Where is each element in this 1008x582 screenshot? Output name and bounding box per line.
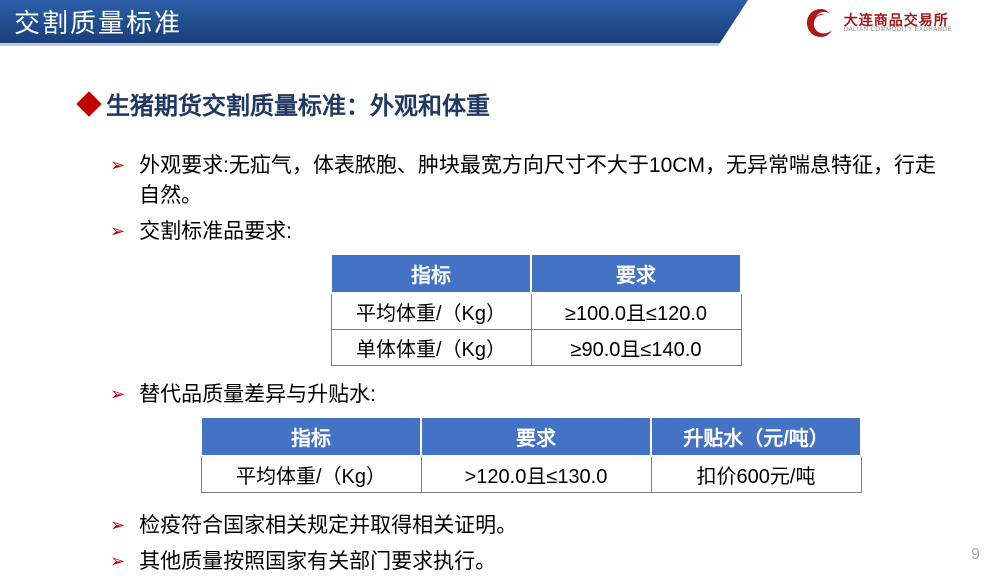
bullet-text: 检疫符合国家相关规定并取得相关证明。 xyxy=(139,511,517,541)
header-arc-decoration xyxy=(718,0,748,46)
table-row: 平均体重/（Kg） ≥100.0且≤120.0 xyxy=(331,293,741,330)
slide-header-title: 交割质量标准 xyxy=(14,3,182,40)
td-requirement: ≥90.0且≤140.0 xyxy=(531,330,741,366)
table-row: 单体体重/（Kg） ≥90.0且≤140.0 xyxy=(331,330,741,366)
td-indicator: 单体体重/（Kg） xyxy=(331,330,531,366)
arrow-icon: ➢ xyxy=(110,151,125,179)
bullet-text: 外观要求:无疝气，体表脓胞、肿块最宽方向尺寸不大于10CM，无异常喘息特征，行走… xyxy=(139,151,948,211)
bullet-standard: ➢ 交割标准品要求: xyxy=(80,217,948,247)
standard-table: 指标 要求 平均体重/（Kg） ≥100.0且≤120.0 单体体重/（Kg） … xyxy=(330,253,742,366)
logo-text-cn: 大连商品交易所 xyxy=(844,13,952,27)
th-indicator: 指标 xyxy=(331,254,531,293)
table-header-row: 指标 要求 升贴水（元/吨） xyxy=(201,417,861,456)
arrow-icon: ➢ xyxy=(110,217,125,245)
bullet-other: ➢ 其他质量按照国家有关部门要求执行。 xyxy=(80,547,948,577)
th-requirement: 要求 xyxy=(531,254,741,293)
bullet-text: 其他质量按照国家有关部门要求执行。 xyxy=(139,547,496,577)
substitute-table: 指标 要求 升贴水（元/吨） 平均体重/（Kg） >120.0且≤130.0 扣… xyxy=(200,416,862,493)
arrow-icon: ➢ xyxy=(110,547,125,575)
bullet-quarantine: ➢ 检疫符合国家相关规定并取得相关证明。 xyxy=(80,511,948,541)
page-number: 9 xyxy=(971,546,980,564)
arrow-icon: ➢ xyxy=(110,380,125,408)
td-requirement: >120.0且≤130.0 xyxy=(421,456,651,493)
arrow-icon: ➢ xyxy=(110,511,125,539)
bullet-text: 交割标准品要求: xyxy=(139,217,292,247)
td-premium: 扣价600元/吨 xyxy=(651,456,861,493)
section-title-row: 生猪期货交割质量标准：外观和体重 xyxy=(80,86,948,121)
bullet-text: 替代品质量差异与升贴水: xyxy=(139,380,376,410)
td-requirement: ≥100.0且≤120.0 xyxy=(531,293,741,330)
th-requirement: 要求 xyxy=(421,417,651,456)
logo-swirl-icon xyxy=(804,6,838,40)
exchange-logo: 大连商品交易所 DALIAN COMMODITY EXCHANGE xyxy=(804,6,952,40)
th-indicator: 指标 xyxy=(201,417,421,456)
table-header-row: 指标 要求 xyxy=(331,254,741,293)
diamond-bullet-icon xyxy=(76,91,101,116)
bullet-appearance: ➢ 外观要求:无疝气，体表脓胞、肿块最宽方向尺寸不大于10CM，无异常喘息特征，… xyxy=(80,151,948,211)
logo-area: 大连商品交易所 DALIAN COMMODITY EXCHANGE xyxy=(748,0,1008,46)
section-title-text: 生猪期货交割质量标准：外观和体重 xyxy=(106,86,490,121)
slide-content: 生猪期货交割质量标准：外观和体重 ➢ 外观要求:无疝气，体表脓胞、肿块最宽方向尺… xyxy=(0,46,1008,577)
substitute-table-wrap: 指标 要求 升贴水（元/吨） 平均体重/（Kg） >120.0且≤130.0 扣… xyxy=(200,416,948,493)
bullet-substitute: ➢ 替代品质量差异与升贴水: xyxy=(80,380,948,410)
th-premium: 升贴水（元/吨） xyxy=(651,417,861,456)
logo-text-en: DALIAN COMMODITY EXCHANGE xyxy=(844,27,952,33)
standard-table-wrap: 指标 要求 平均体重/（Kg） ≥100.0且≤120.0 单体体重/（Kg） … xyxy=(330,253,948,366)
slide-header: 交割质量标准 大连商品交易所 DALIAN COMMODITY EXCHANGE xyxy=(0,0,1008,46)
td-indicator: 平均体重/（Kg） xyxy=(331,293,531,330)
td-indicator: 平均体重/（Kg） xyxy=(201,456,421,493)
table-row: 平均体重/（Kg） >120.0且≤130.0 扣价600元/吨 xyxy=(201,456,861,493)
